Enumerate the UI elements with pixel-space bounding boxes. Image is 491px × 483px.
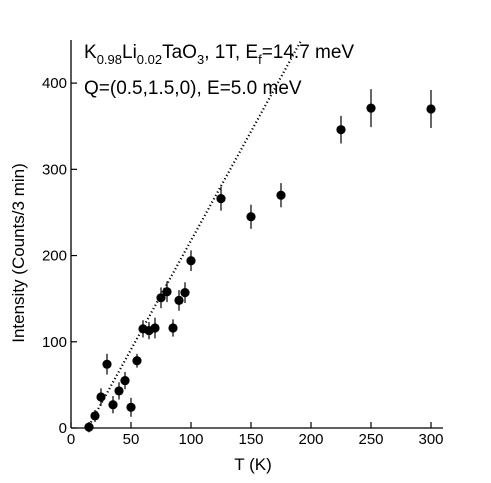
data-point: [336, 125, 346, 135]
annotation-k-sub: 0.98: [97, 52, 122, 67]
data-point: [168, 323, 178, 333]
data-point: [162, 287, 172, 297]
x-tick-label: 150: [238, 431, 263, 448]
data-point: [114, 386, 124, 396]
data-point: [216, 194, 226, 204]
data-point: [108, 400, 118, 410]
annotation-tao-sub: 3: [197, 52, 204, 67]
y-tick-label: 400: [42, 75, 67, 92]
annotation-tao: TaO: [162, 42, 197, 63]
data-point: [84, 422, 94, 432]
annotation-li-sub: 0.02: [137, 52, 162, 67]
fit-line: [86, 40, 303, 428]
data-point: [180, 288, 190, 298]
x-axis-label: T (K): [234, 455, 271, 474]
annotation-field: , 1T, E: [204, 42, 258, 63]
data-point: [132, 356, 142, 366]
data-point: [186, 256, 196, 266]
data-point: [174, 295, 184, 305]
x-tick-label: 250: [358, 431, 383, 448]
plot-area: 0 50 100 150 200 250 300 0 100 200 300 400: [42, 40, 444, 448]
data-point: [120, 375, 130, 386]
data-point: [156, 293, 166, 303]
data-point: [246, 212, 256, 222]
data-point: [90, 411, 100, 421]
y-tick-label: 300: [42, 161, 67, 178]
y-tick-label: 100: [42, 334, 67, 351]
x-tick-label: 0: [67, 431, 75, 448]
x-tick-label: 100: [178, 431, 203, 448]
y-tick-label: 0: [59, 420, 67, 437]
annotation-k: K: [84, 42, 97, 63]
data-point: [150, 323, 160, 333]
x-tick-label: 300: [418, 431, 443, 448]
annotation-line-1: K0.98Li0.02TaO3, 1T, Ef=14.7 meV: [84, 42, 354, 67]
x-tick-label: 200: [298, 431, 323, 448]
data-point: [366, 103, 376, 113]
annotation-energy: =14.7 meV: [262, 42, 355, 63]
data-point: [276, 190, 286, 200]
data-point: [126, 402, 136, 412]
data-point: [426, 104, 436, 114]
data-point: [102, 359, 112, 369]
y-axis-label: Intensity (Counts/3 min): [9, 163, 28, 343]
x-tick-label: 50: [123, 431, 140, 448]
y-tick-label: 200: [42, 248, 67, 265]
data-point: [96, 392, 106, 402]
annotation-ef-sub: f: [258, 52, 262, 67]
annotation-line-2: Q=(0.5,1.5,0), E=5.0 meV: [84, 78, 302, 99]
annotation-li: Li: [122, 42, 137, 63]
